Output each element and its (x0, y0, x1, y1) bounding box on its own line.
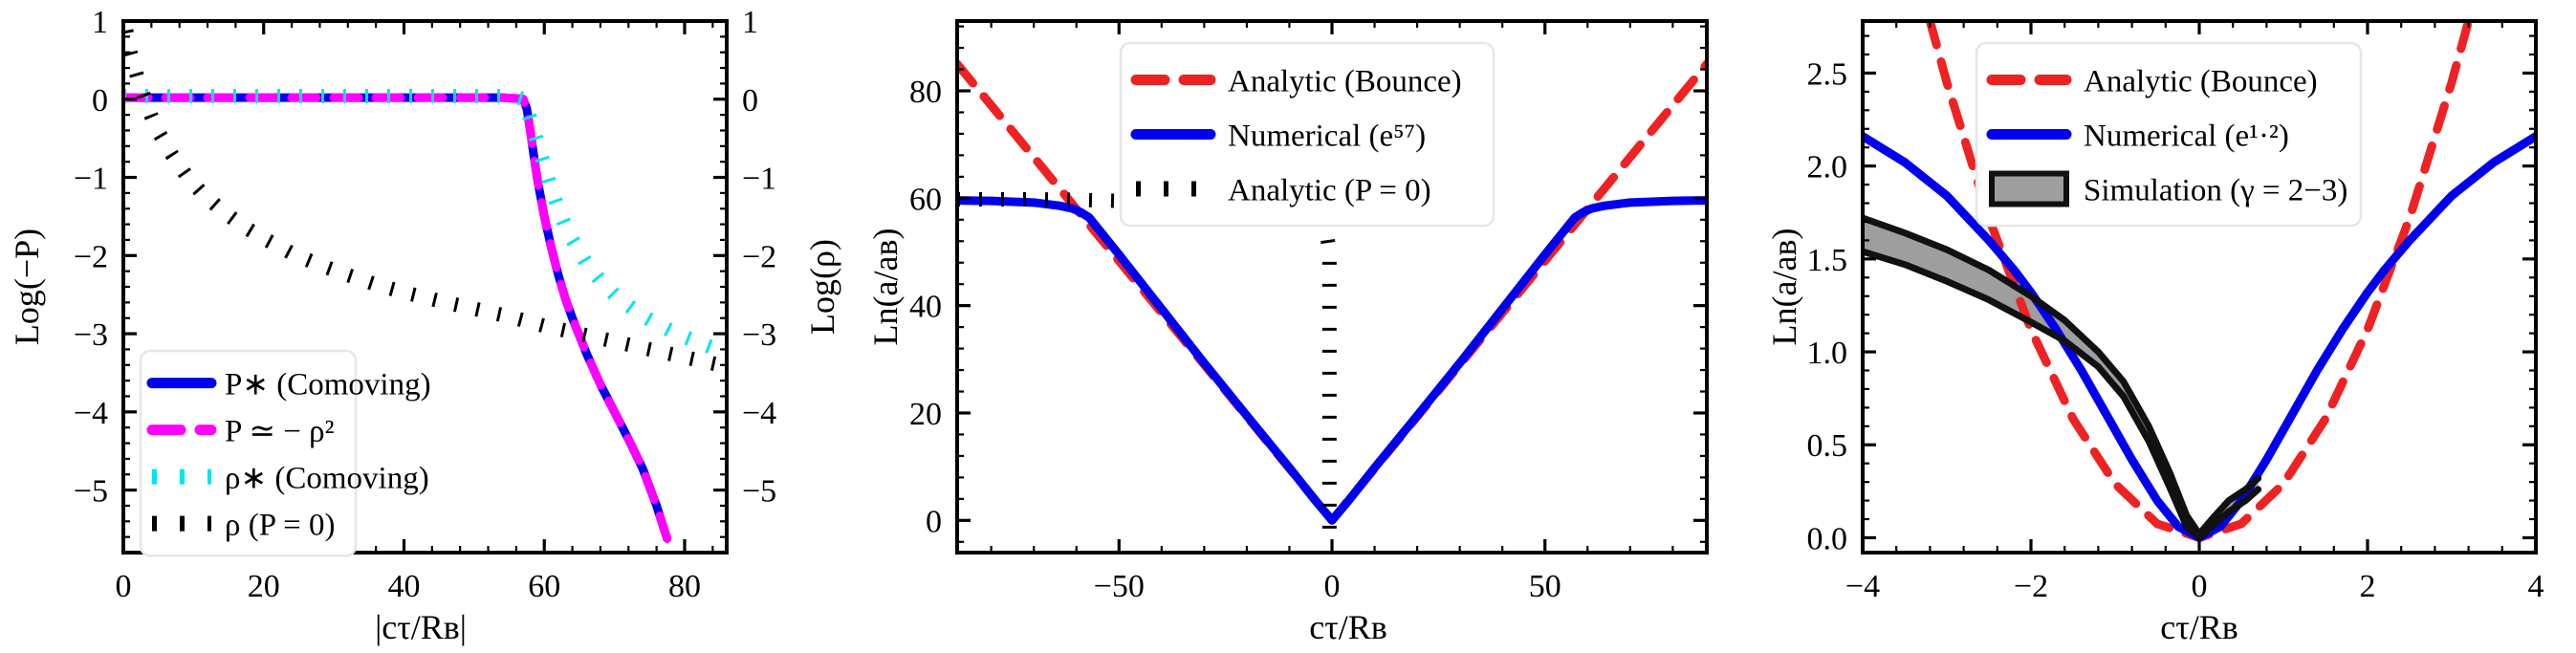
panel-2-axes: −50 0 50 0 20 40 60 80 (909, 19, 1709, 604)
y-tick-label: 40 (909, 290, 942, 325)
panel-2: −50 0 50 0 20 40 60 80 Analytic (Bounce) Numeric… (861, 0, 1759, 653)
y-right-tick-label: −3 (742, 317, 776, 353)
legend-background (1119, 41, 1495, 228)
y-right-tick-label: −5 (742, 474, 776, 510)
y-tick-label: −2 (74, 239, 108, 274)
panel-2-plot-area (957, 59, 1707, 542)
panel-2-svg: −50 0 50 0 20 40 60 80 Analytic (Bounce) Numeric… (861, 0, 1759, 653)
x-tick-label: 20 (248, 569, 280, 604)
y-tick-label: 1 (92, 5, 108, 40)
y-right-tick-label: 1 (742, 5, 758, 40)
x-tick-label: 0 (116, 569, 132, 604)
data-curves (123, 29, 727, 543)
panel-3-y-axis-label: Ln(a/aʙ) (1765, 229, 1803, 346)
series-2-curve (1863, 214, 2262, 538)
legend-item-label: Analytic (P = 0) (1228, 174, 1431, 208)
legend-item-label: Analytic (Bounce) (1228, 65, 1462, 99)
panel-3: −4 −2 0 2 4 0.0 0.5 1.0 1.5 2.0 2.5 Analytic (Boun… (1759, 0, 2576, 653)
y-tick-label: 1.5 (1807, 243, 1848, 278)
y-tick-label: 1.0 (1807, 336, 1848, 371)
series-1-curve (123, 93, 672, 543)
legend-item-label: ρ (P = 0) (225, 509, 335, 543)
y-tick-label: 0 (92, 83, 108, 119)
x-tick-label: −50 (1094, 569, 1145, 604)
y-tick-label: 60 (909, 182, 942, 217)
x-tick-label: −4 (1845, 569, 1880, 604)
panel-3-plot-area (1863, 21, 2536, 542)
x-tick-label: 60 (528, 569, 560, 604)
series-1-curve (957, 196, 1707, 525)
y-tick-label: 2.0 (1807, 150, 1848, 185)
y-tick-label: 2.5 (1807, 56, 1848, 92)
data-curves (1863, 21, 2536, 542)
y-tick-label: 0.0 (1807, 521, 1848, 556)
x-tick-label: −2 (2014, 569, 2048, 604)
legend-item-label: Numerical (e¹·²) (2084, 120, 2289, 154)
y-tick-label: 0.5 (1807, 428, 1848, 464)
x-tick-label: 0 (2192, 569, 2208, 604)
legend-item-label: P ≃ − ρ² (225, 415, 335, 449)
panel-3-svg: −4 −2 0 2 4 0.0 0.5 1.0 1.5 2.0 2.5 Analytic (Boun… (1759, 0, 2576, 653)
x-tick-label: 80 (668, 569, 701, 604)
legend-item-label: Simulation (γ = 2−3) (2084, 174, 2347, 208)
x-tick-label: 50 (1529, 569, 1561, 604)
legend-item-label: ρ∗ (Comoving) (225, 462, 429, 496)
panel-2-legend[interactable]: Analytic (Bounce) Numerical (e⁵⁷) Analytic… (1119, 41, 1495, 228)
panel-1-svg: 0 20 40 60 80 1 0 −1 −2 −3 −4 −5 1 0 −1 −2 −3 −4 −5 P∗ (Co… (0, 0, 861, 653)
legend-item-label: Numerical (e⁵⁷) (1228, 120, 1426, 154)
x-tick-label: 0 (1324, 569, 1341, 604)
panel-3-legend[interactable]: Analytic (Bounce) Numerical (e¹·²) Simulat… (1975, 41, 2363, 228)
y-right-tick-label: −2 (742, 239, 776, 274)
panel-1-plot-area (123, 29, 727, 543)
legend-swatch-band (1989, 170, 2069, 207)
y-tick-label: −4 (74, 396, 108, 431)
series-3-curve (1863, 248, 2262, 541)
panel-1-y-axis-right-label: Log(ρ) (803, 239, 841, 335)
panel-1: 0 20 40 60 80 1 0 −1 −2 −3 −4 −5 1 0 −1 −2 −3 −4 −5 P∗ (Co… (0, 0, 861, 653)
panel-3-axes: −4 −2 0 2 4 0.0 0.5 1.0 1.5 2.0 2.5 (1807, 19, 2544, 604)
legend-item-label: P∗ (Comoving) (225, 368, 431, 403)
y-right-tick-label: −4 (742, 396, 776, 431)
panel-1-legend[interactable]: P∗ (Comoving) P ≃ − ρ² ρ∗ (Comoving) ρ (P =… (139, 349, 431, 557)
legend-background (1975, 41, 2363, 228)
x-tick-label: 40 (387, 569, 420, 604)
y-tick-label: 20 (909, 397, 942, 432)
y-tick-label: −5 (74, 474, 108, 510)
panel-1-x-axis-label: |cτ/Rʙ| (375, 608, 467, 646)
panel-2-x-axis-label: cτ/Rʙ (1309, 608, 1386, 646)
y-tick-label: 80 (909, 75, 942, 110)
data-curves (957, 59, 1707, 542)
y-right-tick-label: 0 (742, 83, 758, 119)
panel-2-y-axis-label: Ln(a/aʙ) (866, 229, 905, 346)
legend-item-label: Analytic (Bounce) (2084, 65, 2318, 99)
y-right-tick-label: −1 (742, 162, 776, 197)
panel-3-x-axis-label: cτ/Rʙ (2160, 608, 2238, 646)
legend-background (139, 349, 358, 557)
y-tick-label: −1 (74, 162, 108, 197)
y-tick-label: −3 (74, 317, 108, 353)
y-tick-label: 0 (926, 504, 942, 539)
panel-1-axes: 0 20 40 60 80 1 0 −1 −2 −3 −4 −5 1 0 −1 −2 −3 −4 −5 (74, 5, 776, 604)
x-tick-label: 2 (2360, 569, 2376, 604)
x-tick-label: 4 (2528, 569, 2544, 604)
panel-1-y-axis-label: Log(−P) (8, 229, 46, 345)
